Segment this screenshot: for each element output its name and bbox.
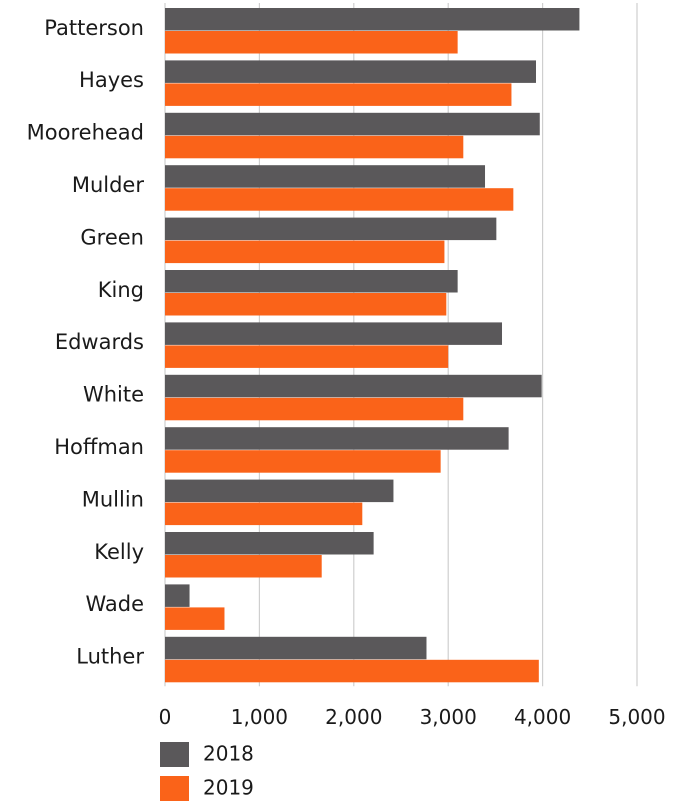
- legend-label-2018: 2018: [203, 742, 254, 766]
- legend-swatch-2018: [160, 742, 189, 767]
- x-tick-label-2000: 2,000: [325, 705, 382, 729]
- bar-luther-2018: [165, 636, 427, 660]
- bar-mulder-2019: [165, 188, 514, 211]
- bar-wade-2019: [165, 607, 225, 630]
- bar-green-2019: [165, 240, 445, 264]
- bar-mulder-2018: [165, 165, 486, 188]
- bar-king-2019: [165, 293, 447, 316]
- category-label-hayes: Hayes: [79, 68, 144, 92]
- bar-white-2018: [165, 374, 542, 398]
- category-label-green: Green: [80, 225, 144, 249]
- category-label-kelly: Kelly: [94, 540, 144, 564]
- bar-kelly-2019: [165, 555, 322, 578]
- bar-hayes-2019: [165, 83, 512, 106]
- category-label-edwards: Edwards: [55, 330, 144, 354]
- bars: [165, 8, 580, 683]
- bar-mullin-2018: [165, 479, 394, 503]
- category-label-moorehead: Moorehead: [27, 121, 144, 145]
- category-label-wade: Wade: [85, 592, 144, 616]
- bar-kelly-2018: [165, 532, 374, 555]
- category-label-mulder: Mulder: [72, 173, 145, 197]
- x-tick-label-3000: 3,000: [420, 705, 477, 729]
- bar-luther-2019: [165, 659, 539, 683]
- bar-wade-2018: [165, 584, 190, 607]
- legend-label-2019: 2019: [203, 776, 254, 800]
- x-axis-tick-labels: 0 1,000 2,000 3,000 4,000 5,000: [159, 705, 666, 729]
- bar-hoffman-2018: [165, 427, 509, 450]
- category-label-white: White: [83, 383, 144, 407]
- bar-edwards-2018: [165, 322, 503, 345]
- x-tick-label-5000: 5,000: [608, 705, 665, 729]
- category-label-luther: Luther: [76, 645, 144, 669]
- x-tick-label-4000: 4,000: [514, 705, 571, 729]
- category-labels: Patterson Hayes Moorehead Mulder Green King Ed…: [27, 16, 145, 669]
- bar-hoffman-2019: [165, 450, 441, 473]
- bar-hayes-2018: [165, 60, 536, 83]
- x-tick-label-1000: 1,000: [231, 705, 288, 729]
- bar-king-2018: [165, 270, 458, 293]
- x-tick-label-0: 0: [159, 705, 172, 729]
- bar-patterson-2018: [165, 8, 580, 31]
- bar-edwards-2019: [165, 345, 449, 368]
- category-label-king: King: [98, 278, 144, 302]
- category-label-patterson: Patterson: [44, 16, 144, 40]
- bar-green-2018: [165, 217, 497, 241]
- bar-patterson-2019: [165, 31, 458, 54]
- legend: 2018 2019: [160, 742, 254, 801]
- bar-white-2019: [165, 397, 464, 421]
- category-label-hoffman: Hoffman: [54, 435, 144, 459]
- legend-swatch-2019: [160, 776, 189, 801]
- bar-moorehead-2019: [165, 135, 464, 159]
- category-label-mullin: Mullin: [82, 487, 144, 511]
- bar-moorehead-2018: [165, 112, 540, 136]
- bar-mullin-2019: [165, 502, 363, 526]
